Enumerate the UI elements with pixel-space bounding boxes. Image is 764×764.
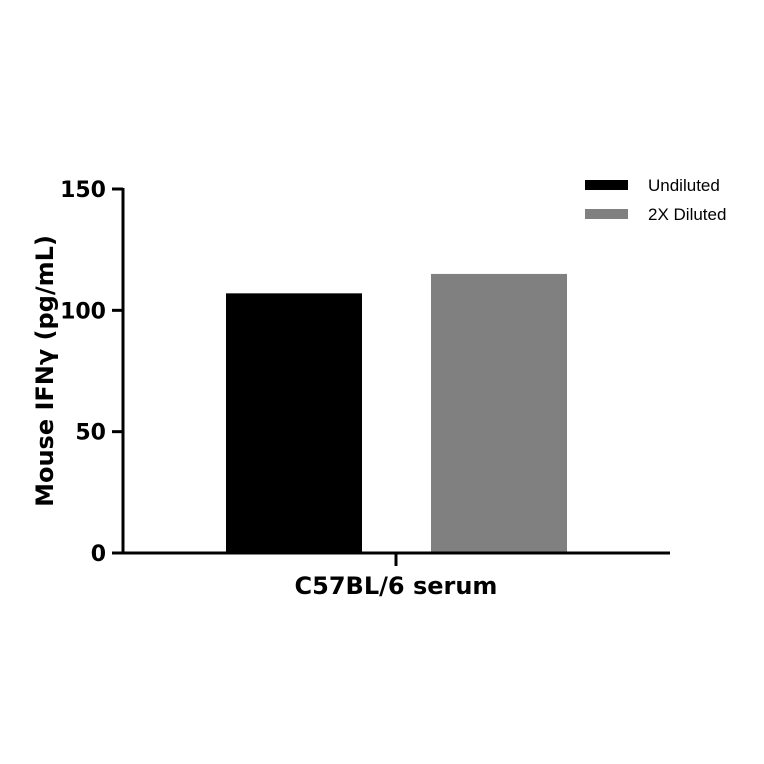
bar-group <box>226 273 567 552</box>
legend-swatch-undiluted <box>585 180 628 190</box>
y-tick-label: 50 <box>75 421 106 446</box>
y-axis-ticks: 0 50 100 150 <box>60 178 123 567</box>
legend: Undiluted 2X Diluted <box>585 176 726 224</box>
y-axis-label: Mouse IFNγ (pg/mL) <box>31 235 59 507</box>
x-axis-label: C57BL/6 serum <box>295 572 498 600</box>
bar-2x-diluted <box>431 273 567 552</box>
legend-swatch-2x-diluted <box>585 209 628 219</box>
bar-undiluted <box>226 293 362 552</box>
y-tick-label: 0 <box>91 542 106 567</box>
legend-label-2x-diluted: 2X Diluted <box>648 205 726 224</box>
legend-label-undiluted: Undiluted <box>648 176 720 195</box>
y-tick-label: 150 <box>60 178 106 203</box>
y-tick-label: 100 <box>60 299 106 324</box>
